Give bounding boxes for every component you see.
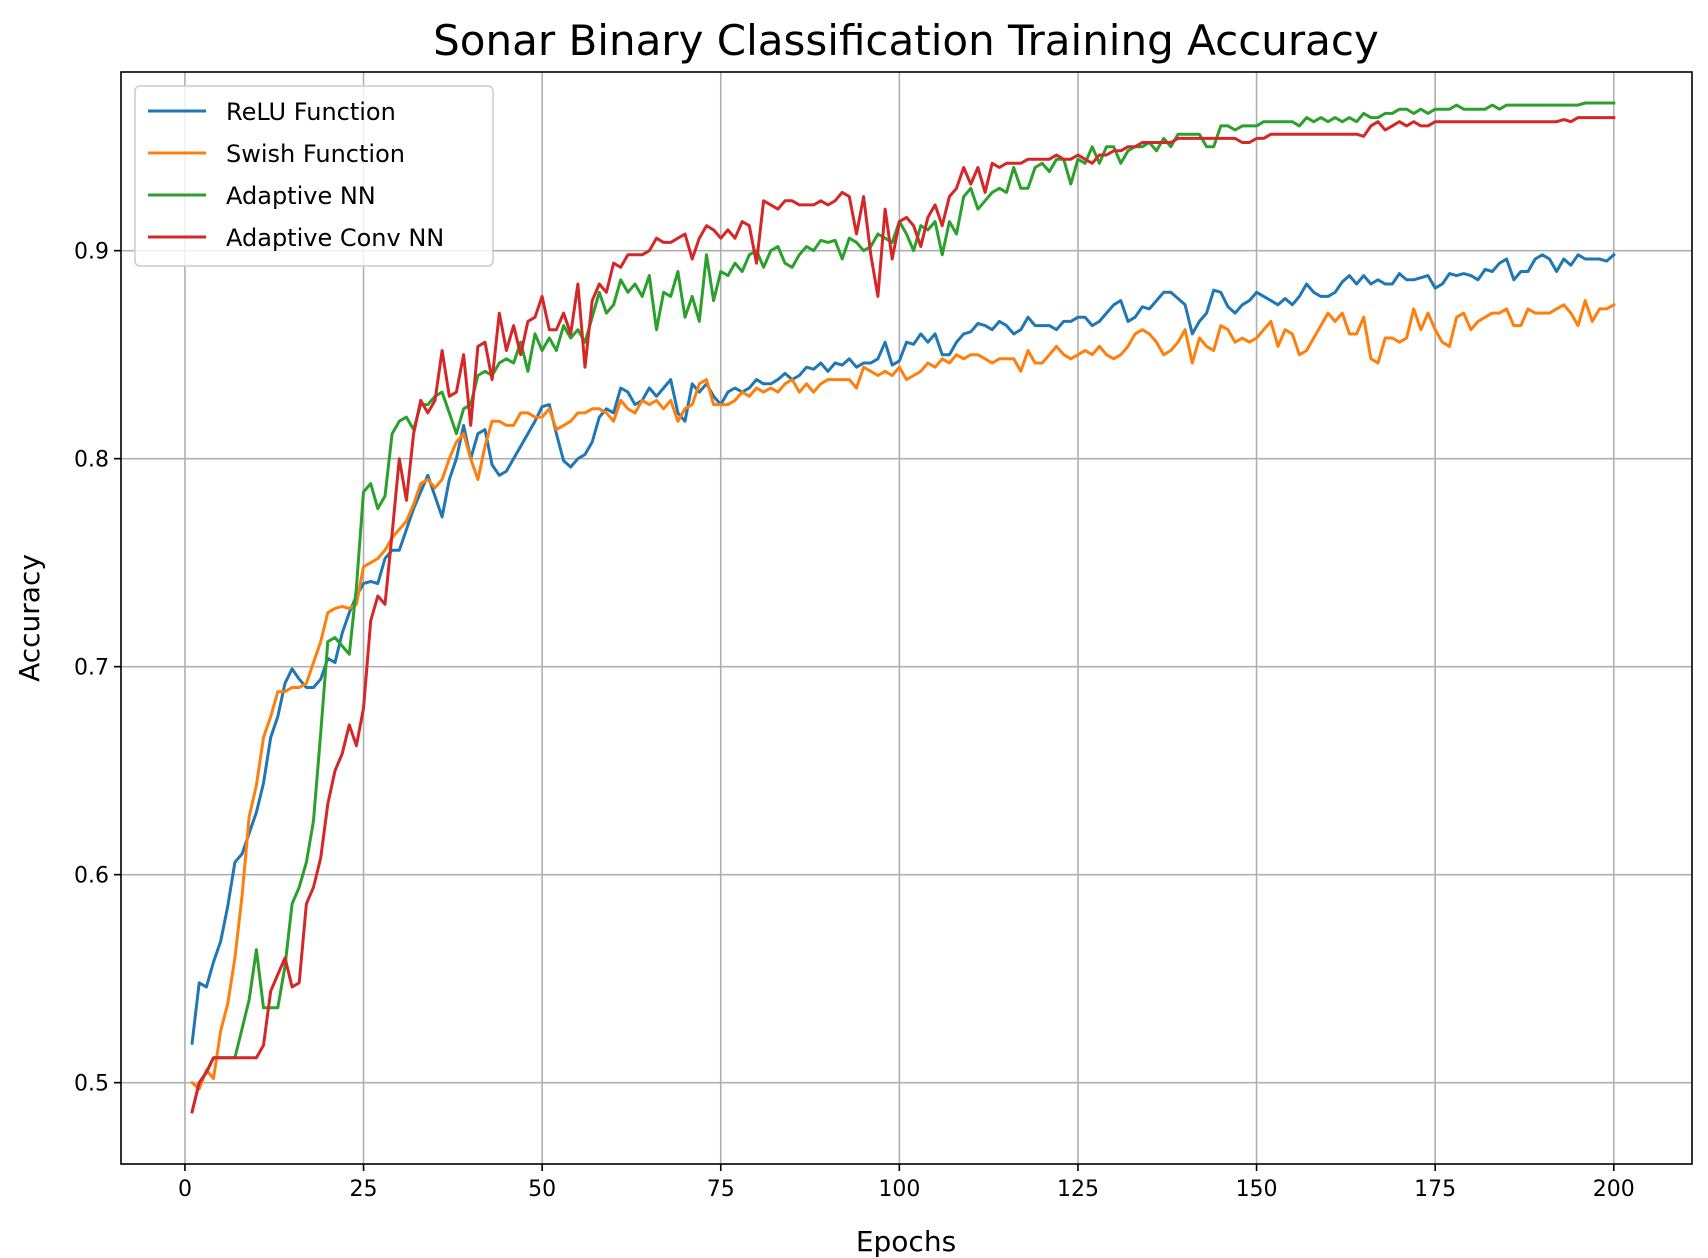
y-tick-label: 0.8 [74, 448, 109, 473]
legend-label: ReLU Function [226, 98, 396, 126]
series-line-adaptive-nn [190, 101, 1616, 1114]
legend-label: Adaptive Conv NN [226, 224, 444, 252]
x-tick-label: 125 [1057, 1177, 1099, 1202]
chart-title: Sonar Binary Classification Training Acc… [433, 16, 1379, 65]
series-line-swish-function [189, 299, 1616, 1091]
x-axis-ticks: 0 25 50 75 100 125 150 175 200 [178, 1164, 1635, 1202]
x-tick-label: 175 [1414, 1177, 1456, 1202]
plot-frame [120, 71, 1693, 1165]
y-axis-title: Accuracy [13, 554, 46, 682]
y-tick-label: 0.9 [74, 240, 109, 265]
legend-label: Adaptive NN [226, 182, 376, 210]
x-tick-label: 50 [528, 1177, 556, 1202]
legend-label: Swish Function [226, 140, 405, 168]
series-line-relu-function [190, 252, 1616, 1045]
x-tick-label: 100 [878, 1177, 920, 1202]
y-axis-ticks: 0.5 0.6 0.7 0.8 0.9 [74, 240, 121, 1097]
legend-box [134, 85, 494, 267]
x-tick-label: 25 [350, 1177, 378, 1202]
y-tick-label: 0.7 [74, 656, 109, 681]
y-tick-label: 0.5 [74, 1072, 109, 1097]
x-axis-title: Epochs [856, 1225, 956, 1258]
x-tick-label: 200 [1593, 1177, 1635, 1202]
legend: ReLU Function Swish Function Adaptive NN Ad… [134, 85, 494, 267]
series-line-adaptive-conv-nn [190, 116, 1616, 1114]
series-lines [189, 101, 1616, 1114]
y-tick-label: 0.6 [74, 864, 109, 889]
x-tick-label: 150 [1236, 1177, 1278, 1202]
x-tick-label: 0 [178, 1177, 192, 1202]
x-tick-label: 75 [707, 1177, 735, 1202]
